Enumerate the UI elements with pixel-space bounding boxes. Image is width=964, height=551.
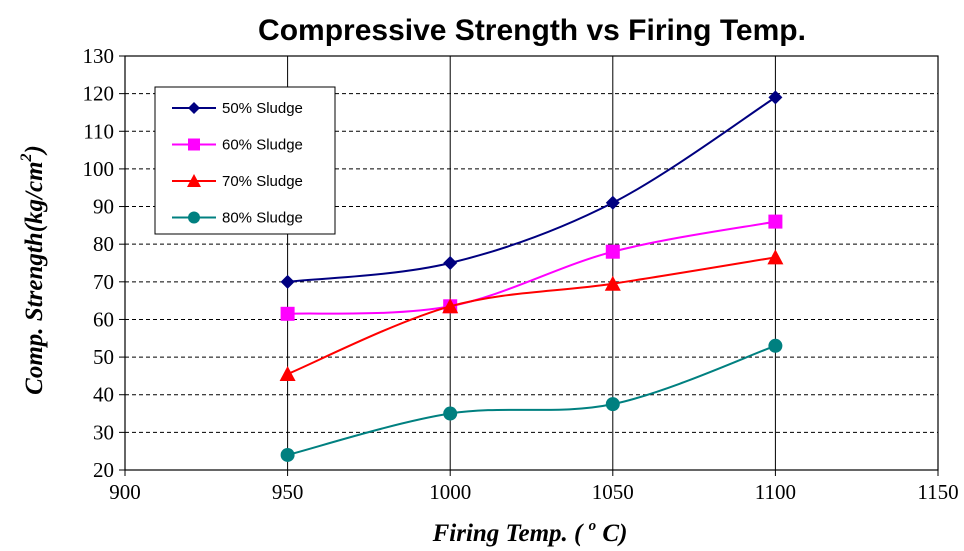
legend-marker: [188, 211, 200, 224]
y-tick-label: 120: [83, 82, 115, 106]
y-tick-label: 130: [83, 44, 115, 68]
legend-box: [154, 86, 336, 235]
series-line: [287, 256, 776, 375]
data-point: [768, 338, 783, 353]
y-axis-title-main: Comp. Strength(kg/cm: [21, 161, 48, 394]
legend-item: 50% Sludge: [172, 100, 303, 117]
legend-item: 60% Sludge: [172, 137, 303, 154]
data-point: [280, 274, 295, 289]
x-tick-label: 1050: [592, 480, 634, 504]
data-point: [604, 275, 621, 291]
data-point: [605, 195, 620, 210]
series-line: [287, 96, 776, 283]
legend-label: 70% Sludge: [222, 173, 303, 190]
legend-label: 60% Sludge: [222, 137, 303, 154]
legend-item: 70% Sludge: [172, 173, 303, 190]
data-point: [280, 447, 295, 462]
chart-title: Compressive Strength vs Firing Temp.: [258, 14, 806, 47]
x-tick-label: 1100: [755, 480, 796, 504]
y-tick-label: 90: [93, 195, 114, 219]
y-tick-label: 30: [93, 420, 114, 444]
data-point: [768, 214, 783, 229]
legend-label: 80% Sludge: [222, 210, 303, 227]
y-tick-label: 60: [93, 307, 114, 331]
y-tick-label: 70: [93, 270, 114, 294]
y-tick-label: 100: [83, 157, 115, 181]
data-point: [442, 298, 459, 314]
legend-item: 80% Sludge: [172, 210, 303, 227]
y-tick-label: 50: [93, 345, 114, 369]
legend-marker: [187, 174, 201, 187]
x-tick-label: 900: [109, 480, 141, 504]
data-point: [279, 366, 296, 382]
x-tick-label: 1000: [429, 480, 471, 504]
x-tick-label: 1150: [917, 480, 958, 504]
y-tick-label: 40: [93, 383, 114, 407]
legend-label: 50% Sludge: [222, 100, 303, 117]
data-point: [768, 90, 783, 105]
series-3: [279, 249, 784, 382]
data-point: [767, 249, 784, 265]
axis-ticks: 20 30 40 50 60 70 80 90 100 110 120 130 900 950 1000 10…: [83, 44, 959, 504]
series-line: [287, 220, 776, 315]
data-point: [443, 256, 458, 270]
y-axis-title: Comp. Strength(kg/cm2): [18, 145, 48, 395]
legend-marker: [188, 138, 200, 151]
y-axis-title-end: ): [21, 145, 48, 155]
data-point: [280, 306, 295, 321]
data-point: [605, 244, 620, 259]
data-point: [605, 397, 620, 412]
series-line: [287, 344, 776, 456]
series-1: [280, 90, 783, 289]
series-4: [280, 338, 783, 462]
plot-area: [124, 55, 939, 471]
y-tick-label: 20: [93, 458, 114, 482]
x-axis-title-superscript: o: [589, 518, 597, 534]
x-axis-title: Firing Temp. ( o C): [432, 518, 628, 547]
series-layer: [279, 90, 784, 462]
legend: 50% Sludge 60% Sludge 70% Sludge 80% Sludge: [154, 86, 336, 235]
x-axis-title-end: C): [596, 520, 627, 547]
y-tick-label: 110: [83, 119, 114, 143]
y-axis-title-superscript: 2: [18, 153, 35, 162]
data-point: [443, 406, 458, 421]
x-axis-title-main: Firing Temp. (: [432, 520, 589, 547]
y-tick-label: 80: [93, 232, 114, 256]
x-tick-label: 950: [272, 480, 304, 504]
legend-marker: [188, 102, 200, 114]
